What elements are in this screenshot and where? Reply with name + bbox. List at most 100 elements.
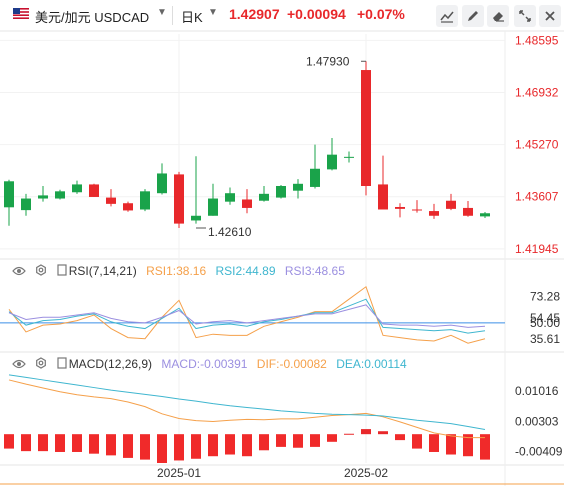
eye-icon[interactable] (12, 265, 26, 279)
us-flag-icon (13, 8, 29, 19)
candle-body (344, 156, 354, 158)
candle-body (463, 207, 473, 216)
macd-histogram-bar (480, 434, 490, 460)
macd-histogram-bar (4, 434, 14, 449)
candle-body (89, 184, 99, 197)
candle-body (378, 184, 388, 210)
macd-histogram-bar (89, 434, 99, 454)
candle-body (310, 168, 320, 187)
macd-histogram-bar (191, 434, 201, 459)
macd-histogram-bar (38, 434, 48, 452)
macd-label: MACD(12,26,9) (68, 357, 153, 371)
macd-histogram-bar (344, 433, 354, 435)
candle-body (293, 183, 303, 191)
candle-body (140, 191, 150, 210)
macd-histogram-bar (310, 434, 320, 447)
macd-header: MACD(12,26,9) MACD:-0.00391 DIF:-0.00082… (12, 357, 413, 372)
price-axis-label: 1.41945 (515, 242, 559, 256)
rsi3-value: RSI3:48.65 (284, 264, 345, 278)
macd-histogram-bar (378, 431, 388, 435)
macd-histogram-bar (361, 429, 371, 435)
dea-value: DEA:0.00114 (336, 357, 407, 371)
chevron-down-icon[interactable]: ▼ (208, 7, 218, 18)
candle-body (191, 215, 201, 221)
macd-histogram-bar (72, 434, 82, 452)
macd-histogram-bar (106, 434, 116, 456)
date-axis-label: 2025-02 (344, 466, 388, 480)
top-bar: 美元/加元 USDCAD ▼ 日K ▼ 1.42907 +0.00094 +0.… (0, 0, 564, 31)
macd-histogram-bar (225, 434, 235, 455)
macd-histogram-bar (412, 434, 422, 449)
macd-histogram-bar (174, 434, 184, 461)
symbol-code: USDCAD (94, 10, 150, 25)
candle-body (174, 174, 184, 224)
candle-body (38, 195, 48, 199)
candle-body (259, 193, 269, 201)
macd-value: MACD:-0.00391 (161, 357, 248, 371)
eraser-button[interactable] (487, 5, 509, 27)
macd-line-dea (8, 374, 486, 431)
macd-histogram-bar (157, 434, 167, 463)
line-chart-icon (440, 11, 454, 23)
macd-histogram-bar (21, 434, 31, 452)
macd-histogram-bar (55, 434, 65, 452)
macd-axis-label: -0.00409 (515, 445, 563, 459)
macd-histogram-bar (446, 434, 456, 455)
rsi-line-rsi2 (8, 298, 486, 334)
dif-value: DIF:-0.00082 (256, 357, 327, 371)
fullscreen-button[interactable] (514, 5, 536, 27)
rsi-label: RSI(7,14,21) (68, 264, 137, 278)
macd-histogram-bar (259, 434, 269, 451)
period-selector[interactable]: 日K (181, 10, 203, 25)
rsi1-value: RSI1:38.16 (146, 264, 207, 278)
price-axis-label: 1.48595 (515, 33, 559, 47)
rsi-axis-label: 35.61 (530, 332, 560, 346)
rsi-axis-label: 73.28 (530, 290, 560, 304)
candle-body (327, 154, 337, 170)
delete-icon[interactable] (57, 357, 67, 372)
candle-body (123, 203, 133, 211)
macd-histogram-bar (395, 434, 405, 441)
candle-body (106, 197, 116, 204)
indicator-button[interactable] (436, 5, 458, 27)
candle-body (157, 173, 167, 194)
macd-histogram-bar (327, 434, 337, 442)
pencil-icon (468, 11, 478, 21)
delete-icon[interactable] (57, 264, 67, 279)
eraser-icon (493, 12, 504, 22)
macd-histogram-bar (293, 434, 303, 448)
eye-icon[interactable] (12, 358, 26, 372)
macd-histogram-bar (276, 434, 286, 447)
date-axis-label: 2025-01 (157, 466, 201, 480)
rsi-line-rsi3 (8, 304, 486, 328)
candle-body (395, 206, 405, 209)
symbol-selector[interactable]: 美元/加元 USDCAD (35, 7, 149, 26)
pair-name: 美元/加元 (35, 10, 91, 25)
rsi-line-rsi1 (8, 285, 486, 344)
macd-histogram-bar (429, 434, 439, 452)
candle-body (361, 70, 371, 186)
chevron-down-icon[interactable]: ▼ (157, 7, 167, 18)
candle-body (276, 185, 286, 198)
price-change-percent: +0.07% (357, 6, 405, 22)
candle-body (4, 181, 14, 208)
candle-body (412, 209, 422, 211)
divider (172, 6, 173, 25)
high-price-label: 1.47930 (306, 54, 350, 68)
last-price: 1.42907 (229, 6, 280, 22)
draw-tool-button[interactable] (462, 5, 484, 27)
candle-body (242, 199, 252, 208)
close-button[interactable] (539, 5, 561, 27)
rsi-axis-label: 54.45 (530, 311, 560, 325)
candle-body (429, 211, 439, 216)
rsi-axis-label: 50.00 (530, 316, 560, 330)
candle-body (208, 198, 218, 216)
macd-histogram-bar (140, 434, 150, 460)
macd-axis-label: 0.01016 (515, 384, 559, 398)
macd-histogram-bar (242, 434, 252, 457)
macd-histogram-bar (123, 434, 133, 458)
settings-icon[interactable] (35, 357, 47, 372)
settings-icon[interactable] (35, 264, 47, 279)
candle-body (55, 191, 65, 199)
